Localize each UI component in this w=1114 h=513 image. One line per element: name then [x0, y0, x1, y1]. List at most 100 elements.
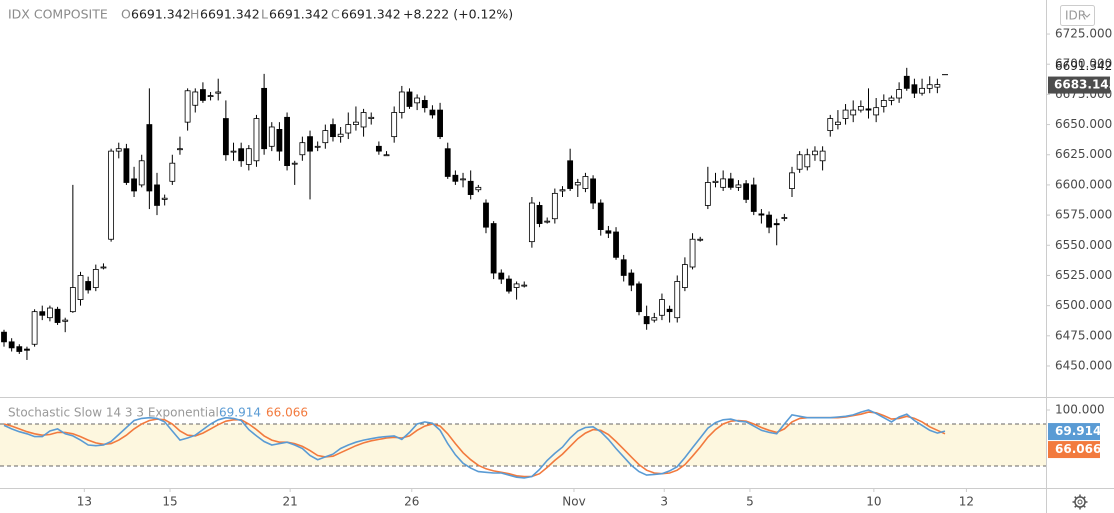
- candle-body: [582, 176, 589, 189]
- candle-body: [77, 275, 84, 300]
- candle-body: [850, 109, 857, 116]
- currency-box[interactable]: [1060, 5, 1095, 26]
- candle-body: [919, 87, 925, 94]
- candle-body: [115, 148, 122, 152]
- candle-body: [636, 283, 642, 313]
- candle-body: [643, 316, 650, 325]
- candle-body: [337, 133, 344, 138]
- candle-body: [368, 116, 375, 119]
- candles: [1, 67, 949, 360]
- candle-body: [24, 348, 30, 351]
- candle-body: [253, 118, 260, 162]
- y-tick-label: 6500.000: [1055, 298, 1112, 312]
- candle-body: [314, 145, 321, 148]
- candle-body: [330, 124, 336, 138]
- candle-body: [888, 97, 895, 101]
- candle-body: [215, 91, 222, 94]
- candle-body: [245, 148, 252, 165]
- y-tick-label: 6450.000: [1055, 358, 1112, 372]
- candle-body: [498, 272, 505, 280]
- candle-body: [31, 311, 38, 345]
- ohlc-value: 6691.342: [131, 7, 191, 22]
- value-box: [1048, 441, 1100, 459]
- gear-center[interactable]: [1077, 499, 1083, 505]
- candle-body: [857, 106, 864, 111]
- x-tick-label: 13: [77, 495, 92, 509]
- candle-body: [781, 217, 788, 219]
- y-tick-label: 6725.000: [1055, 27, 1112, 41]
- candle-body: [704, 182, 711, 206]
- x-tick-label: 5: [746, 495, 754, 509]
- y-tick-label: 6575.000: [1055, 208, 1112, 222]
- candle-body: [284, 116, 290, 167]
- candle-body: [750, 184, 757, 212]
- currency[interactable]: IDR: [1065, 9, 1086, 23]
- candle-body: [322, 130, 329, 144]
- candle-body: [276, 128, 283, 152]
- last-price-label: 6691.342: [1055, 59, 1112, 73]
- candle-body: [567, 160, 574, 189]
- candle-body: [804, 154, 811, 168]
- candle-body: [620, 259, 627, 276]
- candle-body: [192, 91, 199, 106]
- candle-body: [934, 84, 941, 88]
- candle-body: [590, 178, 596, 204]
- candle-body: [689, 238, 696, 268]
- ohlc-value: 6691.342: [200, 7, 260, 22]
- settings-button[interactable]: [1072, 494, 1088, 510]
- candle-body: [475, 186, 482, 191]
- candle-body: [345, 124, 352, 134]
- candle-body: [842, 109, 849, 119]
- gear-teeth[interactable]: [1072, 494, 1088, 510]
- candle-body: [100, 266, 107, 269]
- candle-body: [827, 118, 834, 132]
- candle-body: [360, 112, 367, 128]
- candle-body: [398, 91, 405, 113]
- y-tick-label: 6625.000: [1055, 147, 1112, 161]
- candle-body: [200, 89, 206, 101]
- x-tick-label: 12: [959, 495, 974, 509]
- candle-body: [773, 223, 780, 226]
- candle-body: [8, 341, 15, 349]
- indicator-title: Stochastic Slow 14 3 3 Exponential: [8, 406, 219, 420]
- candle-body: [375, 145, 382, 152]
- candle-body: [743, 183, 750, 200]
- candle-body: [613, 231, 619, 258]
- candle-body: [291, 162, 298, 165]
- ohlc-value: 6691.342: [341, 7, 401, 22]
- candle-body: [307, 136, 313, 152]
- y-tick-label: 6550.000: [1055, 238, 1112, 252]
- candle-body: [605, 230, 612, 234]
- candle-body: [207, 95, 214, 97]
- candle-body: [184, 90, 191, 123]
- candle-body: [789, 172, 795, 189]
- candle-body: [628, 272, 635, 286]
- candle-body: [131, 178, 137, 192]
- candle-body: [383, 154, 390, 157]
- currency-button[interactable]: IDR: [1060, 5, 1095, 26]
- candle-body: [835, 121, 841, 125]
- candle-body: [268, 126, 275, 147]
- candle-body: [353, 121, 359, 125]
- ohlc-label: L: [261, 7, 268, 22]
- candle-body: [666, 308, 673, 313]
- candle-body: [536, 205, 543, 224]
- candle-body: [460, 178, 466, 181]
- candle-body: [544, 220, 551, 223]
- change: +8.222 (+0.12%): [403, 7, 513, 22]
- candle-body: [62, 319, 69, 322]
- candle-body: [123, 148, 130, 183]
- candle-body: [47, 307, 53, 319]
- dropdown-caret[interactable]: [1083, 13, 1091, 18]
- candle-body: [437, 109, 443, 138]
- value-box-label: 69.914: [1055, 424, 1101, 438]
- candle-body: [16, 346, 23, 352]
- candle-body: [452, 174, 459, 182]
- candle-body: [169, 162, 176, 182]
- candle-body: [467, 180, 474, 195]
- candle-body: [54, 308, 61, 323]
- candle-body: [651, 317, 658, 321]
- x-tick-label: 3: [660, 495, 668, 509]
- candle-body: [261, 87, 268, 150]
